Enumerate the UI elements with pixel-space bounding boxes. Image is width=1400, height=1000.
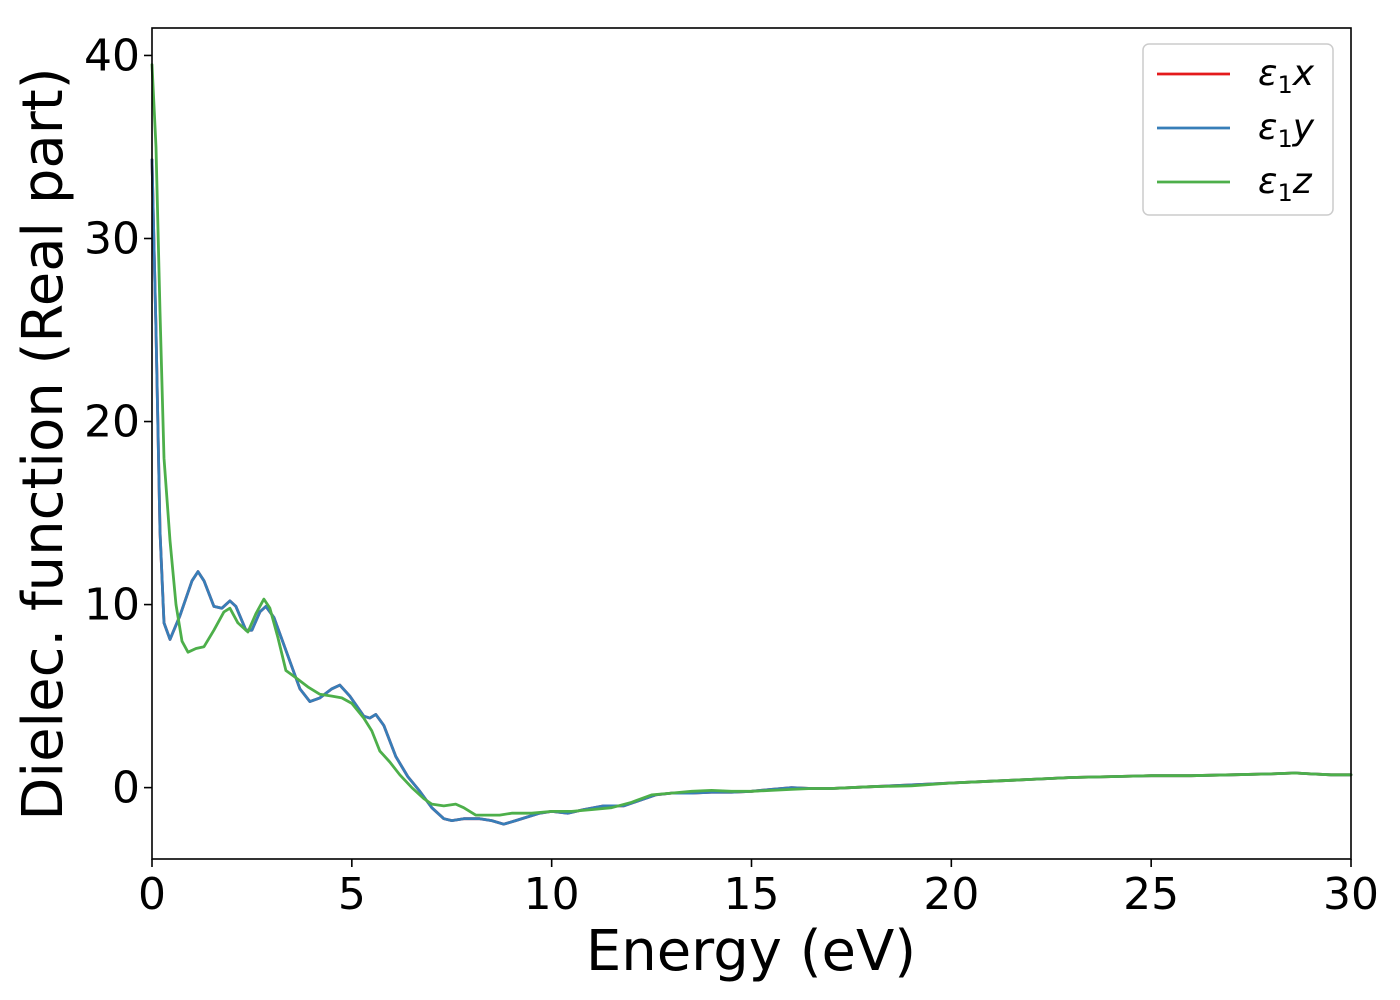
legend-label-1: ε1y [1258, 107, 1315, 153]
x-tick-label: 10 [524, 869, 580, 920]
legend-label-0: ε1x [1258, 53, 1315, 99]
y-axis-ticks: 0 10 20 30 40 [84, 30, 152, 814]
series-layer [150, 63, 1353, 826]
y-tick-label: 40 [84, 30, 140, 81]
x-tick-label: 0 [138, 869, 166, 920]
series-line-2 [150, 63, 1353, 817]
x-tick-label: 25 [1123, 869, 1179, 920]
x-tick-label: 15 [724, 869, 780, 920]
legend-label-2: ε1z [1258, 161, 1313, 207]
legend-box [1142, 43, 1334, 216]
x-tick-label: 20 [923, 869, 979, 920]
y-tick-label: 20 [84, 397, 140, 448]
x-tick-label: 30 [1323, 869, 1379, 920]
legend: ε1x ε1y ε1z [1142, 43, 1334, 216]
y-tick-label: 30 [84, 213, 140, 264]
x-tick-label: 5 [338, 869, 366, 920]
x-axis-label: Energy (eV) [586, 919, 916, 984]
y-tick-label: 10 [84, 580, 140, 631]
x-axis-ticks: 0 5 10 15 20 25 30 [138, 859, 1379, 920]
y-tick-label: 0 [112, 763, 140, 814]
y-axis-label: Dielec. function (Real part) [11, 67, 76, 820]
